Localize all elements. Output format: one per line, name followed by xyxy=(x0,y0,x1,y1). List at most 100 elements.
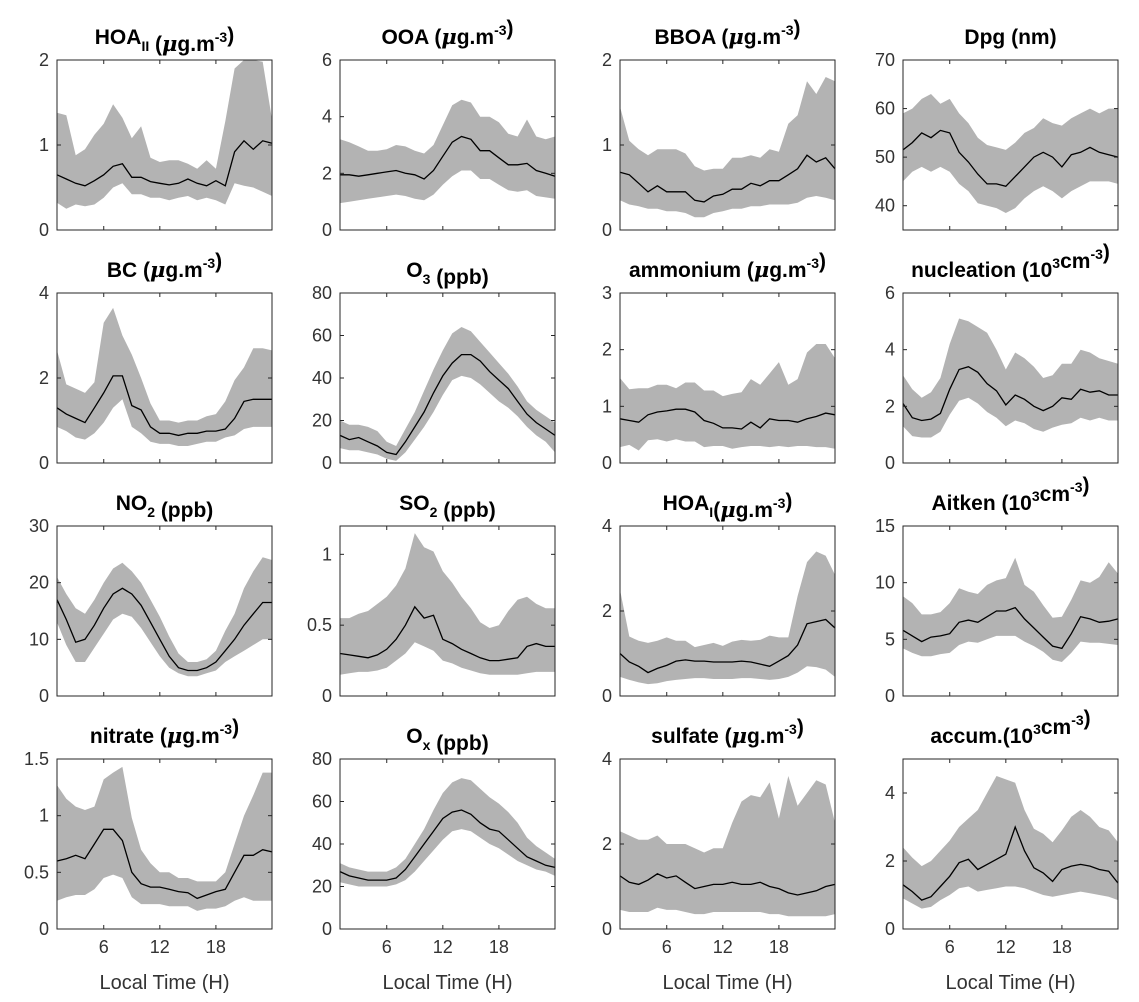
panel-3: 0 1 2 BBOA (μg.m-3) xyxy=(602,17,836,240)
variability-band xyxy=(620,776,835,917)
axes-frame xyxy=(902,59,1119,231)
y-tick-label: 30 xyxy=(29,516,49,536)
y-tick-label: 20 xyxy=(312,411,332,431)
y-tick-label: 60 xyxy=(875,99,895,119)
y-tick-label: 1 xyxy=(322,544,332,564)
variability-band xyxy=(57,307,272,446)
y-tick-label: 2 xyxy=(602,50,612,70)
variability-band xyxy=(57,766,272,911)
mean-line xyxy=(339,353,556,456)
panel-title: HOAI(μg.m-3) xyxy=(663,490,793,522)
axes-frame xyxy=(902,525,1119,697)
variability-band xyxy=(340,778,555,887)
y-tick-label: 0 xyxy=(39,220,49,240)
panel-14: 0 20 40 60 80 6 12 18 Local Time (H) Ox (ppb) xyxy=(312,725,556,994)
y-tick-label: 4 xyxy=(885,783,895,803)
y-tick-label: 3 xyxy=(602,283,612,303)
x-tick-label: 18 xyxy=(769,937,789,957)
panel-title: nitrate (μg.m-3) xyxy=(90,716,239,748)
y-tick-label: 4 xyxy=(322,107,332,127)
x-tick-label: 12 xyxy=(433,937,453,957)
y-tick-label: 40 xyxy=(312,368,332,388)
panel-title: NO2 (ppb) xyxy=(116,492,214,522)
y-tick-label: 2 xyxy=(322,163,332,183)
x-tick-label: 6 xyxy=(382,937,392,957)
y-tick-label: 80 xyxy=(312,283,332,303)
panel-5: 0 2 4 BC (μg.m-3) xyxy=(39,250,273,473)
panel-title: accum.(103cm-3) xyxy=(930,707,1090,748)
y-tick-label: 15 xyxy=(875,516,895,536)
y-tick-label: 10 xyxy=(29,629,49,649)
y-tick-label: 4 xyxy=(885,340,895,360)
panel-11: 0 2 4 HOAI(μg.m-3) xyxy=(602,490,836,706)
axes-frame xyxy=(339,59,556,231)
y-tick-label: 1 xyxy=(602,396,612,416)
variability-band xyxy=(57,557,272,677)
mean-line xyxy=(340,135,556,180)
variability-band xyxy=(340,99,555,204)
mean-line xyxy=(339,809,556,881)
panel-10: 0 0.5 1 SO2 (ppb) xyxy=(307,492,556,706)
mean-line xyxy=(619,618,836,674)
x-axis-label: Local Time (H) xyxy=(945,972,1075,994)
panel-8: 0 2 4 6 nucleation (103cm-3) xyxy=(885,241,1119,473)
x-tick-label: 18 xyxy=(489,937,509,957)
variability-band xyxy=(57,60,272,209)
y-tick-label: 4 xyxy=(39,283,49,303)
y-tick-label: 2 xyxy=(602,340,612,360)
y-tick-label: 20 xyxy=(29,573,49,593)
panel-1: 0 1 2 HOAII (μg.m-3) xyxy=(39,24,273,240)
axes-frame xyxy=(619,292,836,464)
y-tick-label: 0 xyxy=(322,919,332,939)
mean-line xyxy=(902,129,1119,188)
variability-band xyxy=(620,344,835,451)
panel-title: Ox (ppb) xyxy=(406,725,488,755)
mean-line xyxy=(902,606,1119,650)
panel-title: nucleation (103cm-3) xyxy=(911,241,1110,282)
panel-2: 0 2 4 6 OOA (μg.m-3) xyxy=(322,17,556,240)
y-tick-label: 0 xyxy=(885,919,895,939)
y-tick-label: 1.5 xyxy=(24,749,49,769)
panel-title: O3 (ppb) xyxy=(406,259,488,289)
x-tick-label: 12 xyxy=(713,937,733,957)
axes-frame xyxy=(902,292,1119,464)
x-tick-label: 6 xyxy=(99,937,109,957)
y-tick-label: 4 xyxy=(602,749,612,769)
y-tick-label: 20 xyxy=(312,877,332,897)
y-tick-label: 2 xyxy=(602,601,612,621)
y-tick-label: 6 xyxy=(885,283,895,303)
axes-frame xyxy=(56,525,273,697)
mean-line xyxy=(56,139,273,187)
x-axis-label: Local Time (H) xyxy=(662,972,792,994)
y-tick-label: 0.5 xyxy=(24,862,49,882)
x-axis-label: Local Time (H) xyxy=(382,972,512,994)
panel-9: 0 10 20 30 NO2 (ppb) xyxy=(29,492,273,706)
x-tick-label: 6 xyxy=(662,937,672,957)
y-tick-label: 0 xyxy=(322,686,332,706)
y-tick-label: 6 xyxy=(322,50,332,70)
variability-band xyxy=(903,318,1118,438)
x-tick-label: 18 xyxy=(1052,937,1072,957)
y-tick-label: 1 xyxy=(602,135,612,155)
panel-13: 0 0.5 1 1.5 6 12 18 Local Time (H) nitrate (μg.m… xyxy=(24,716,273,994)
y-tick-label: 2 xyxy=(885,396,895,416)
y-tick-label: 0 xyxy=(322,220,332,240)
x-tick-label: 6 xyxy=(945,937,955,957)
y-tick-label: 5 xyxy=(885,629,895,649)
axes-frame xyxy=(902,758,1119,930)
y-tick-label: 40 xyxy=(312,834,332,854)
y-tick-label: 4 xyxy=(602,516,612,536)
panel-title: BC (μg.m-3) xyxy=(107,250,222,282)
mean-line xyxy=(619,873,836,896)
axes-frame xyxy=(339,525,556,697)
x-tick-label: 18 xyxy=(206,937,226,957)
y-tick-label: 0 xyxy=(39,453,49,473)
y-tick-label: 0 xyxy=(602,453,612,473)
mean-line xyxy=(339,605,555,662)
y-tick-label: 50 xyxy=(875,147,895,167)
y-tick-label: 0 xyxy=(602,686,612,706)
y-tick-label: 2 xyxy=(885,851,895,871)
panel-4: 40 50 60 70 Dpg (nm) xyxy=(875,26,1119,231)
mean-line xyxy=(619,408,836,430)
panel-title: SO2 (ppb) xyxy=(399,492,495,522)
